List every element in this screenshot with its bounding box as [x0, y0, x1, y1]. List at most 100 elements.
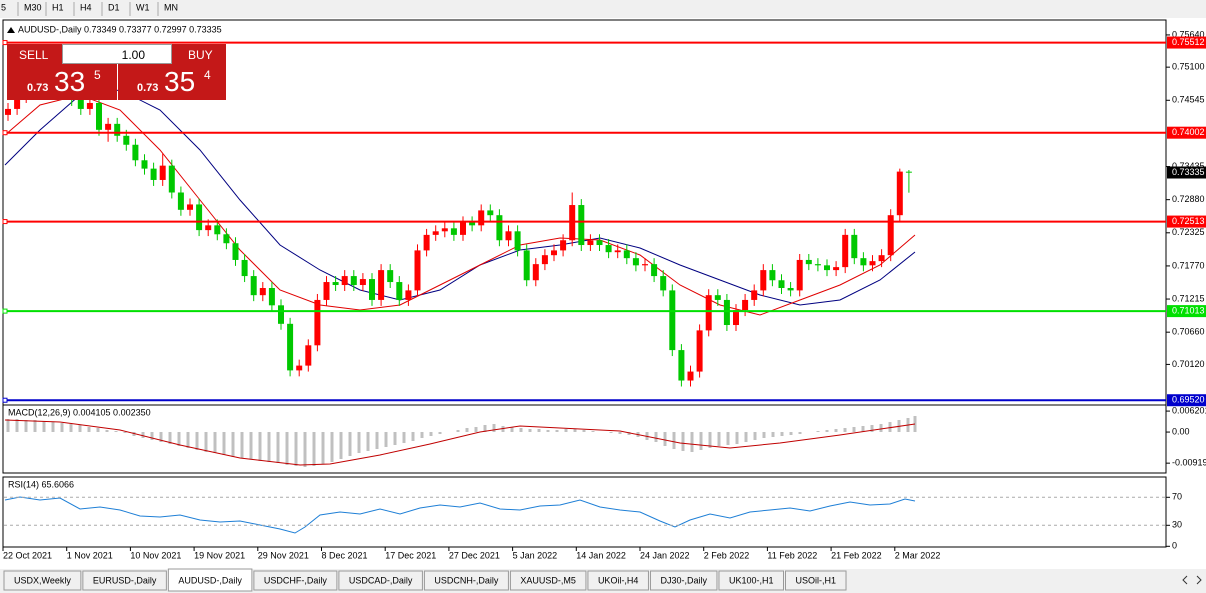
candle-body [105, 123, 112, 130]
candle-body [523, 250, 530, 281]
buy-button[interactable]: BUY [188, 48, 213, 62]
current-price-label: 0.73335 [1172, 167, 1205, 177]
candle-body [605, 245, 612, 253]
tab-scroll[interactable] [1182, 575, 1202, 585]
candle-body [259, 288, 266, 296]
candle-body [460, 222, 466, 235]
candle-body [187, 204, 193, 210]
candle-body [723, 299, 730, 326]
level-label: 0.74002 [1172, 127, 1205, 137]
tab[interactable]: USDCHF-,Daily [264, 575, 328, 585]
x-tick-label: 29 Nov 2021 [258, 550, 309, 560]
lot-input[interactable]: 1.00 [62, 44, 172, 64]
candle-body [287, 323, 294, 371]
tab[interactable]: EURUSD-,Daily [93, 575, 157, 585]
candle-body [696, 330, 703, 372]
timeframe-button[interactable]: 5 [1, 2, 6, 12]
tab[interactable]: USDX,Weekly [14, 575, 71, 585]
candle-body [669, 290, 676, 351]
tab-bg [253, 570, 338, 591]
candle-body [441, 228, 448, 232]
candle-body [787, 288, 794, 291]
candle-body [378, 270, 385, 300]
candle-body [851, 234, 858, 259]
timeframe-button[interactable]: H4 [80, 2, 92, 12]
x-tick-label: 11 Feb 2022 [767, 550, 817, 560]
candle-body [132, 144, 139, 161]
candle-body [232, 243, 239, 260]
level-label: 0.69520 [1172, 395, 1205, 405]
timeframe-button[interactable]: W1 [136, 2, 150, 12]
candle-body [896, 171, 903, 216]
tab[interactable]: USOil-,H1 [796, 575, 837, 585]
candle-body [478, 210, 485, 226]
x-tick-label: 19 Nov 2021 [194, 550, 245, 560]
x-tick-label: 17 Dec 2021 [385, 550, 436, 560]
candle-body [496, 215, 503, 241]
tab[interactable]: USDCNH-,Daily [434, 575, 499, 585]
tab[interactable]: AUDUSD-,Daily [178, 575, 242, 585]
candle-body [369, 279, 375, 300]
candle-body [323, 282, 330, 300]
level-label: 0.71013 [1172, 305, 1205, 315]
level-handle [2, 40, 8, 46]
candle-body [796, 259, 803, 291]
tab-bg [338, 570, 423, 591]
tab[interactable]: UK100-,H1 [729, 575, 774, 585]
level-handle [2, 219, 8, 225]
candle-body [114, 123, 121, 136]
timeframe-button[interactable]: H1 [52, 2, 64, 12]
toolbar [0, 0, 1206, 18]
tab[interactable]: XAUUSD-,M5 [520, 575, 576, 585]
candle-body [587, 240, 594, 246]
candle-body [332, 282, 339, 286]
tab[interactable]: DJ30-,Daily [660, 575, 707, 585]
timeframe-button[interactable]: D1 [108, 2, 120, 12]
x-tick-label: 2 Feb 2022 [704, 550, 750, 560]
level-label-bg [1167, 215, 1206, 228]
x-tick-label: 5 Jan 2022 [513, 550, 558, 560]
y-tick-label: 0.70660 [1172, 327, 1205, 337]
candle-body [296, 365, 303, 371]
candle-body [678, 350, 685, 381]
y-tick-label: 0 [1172, 541, 1177, 551]
y-tick-label: 0.72880 [1172, 194, 1205, 204]
candle-body [150, 168, 157, 180]
candle-body [705, 295, 712, 331]
y-tick-label: 0.72325 [1172, 227, 1205, 237]
sell-frac: 5 [94, 68, 101, 82]
level-handle [2, 308, 8, 314]
tab[interactable]: USDCAD-,Daily [349, 575, 413, 585]
candle-body [733, 310, 739, 326]
x-tick-label: 8 Dec 2021 [322, 550, 368, 560]
candle-body [487, 210, 494, 216]
candle-body [141, 160, 148, 169]
candle-body [423, 234, 430, 251]
level-label: 0.72513 [1172, 216, 1205, 226]
timeframe-button[interactable]: MN [164, 2, 178, 12]
level-label: 0.75512 [1172, 37, 1205, 47]
x-tick-label: 22 Oct 2021 [3, 550, 52, 560]
macd-frame [2, 404, 1167, 474]
candle-body [159, 165, 166, 180]
tab[interactable]: UKOil-,H4 [598, 575, 639, 585]
candle-body [396, 282, 403, 300]
candle-body [760, 270, 767, 291]
timeframe-button[interactable]: M30 [24, 2, 42, 12]
x-tick-label: 2 Mar 2022 [895, 550, 941, 560]
rsi-line [4, 496, 916, 534]
macd-signal [4, 419, 916, 466]
candle-body [223, 234, 230, 244]
macd-label: MACD(12,26,9) 0.004105 0.002350 [8, 407, 151, 417]
candle-body [905, 171, 912, 173]
chart-header: AUDUSD-,Daily 0.73349 0.73377 0.72997 0.… [18, 24, 222, 34]
tab-bg [423, 570, 509, 591]
candle-body [714, 295, 721, 300]
sell-button[interactable]: SELL [19, 48, 49, 62]
buy-big: 0.73 [137, 82, 159, 94]
candle-body [805, 259, 812, 265]
tab-bg [649, 570, 718, 591]
tab-bg [785, 570, 847, 591]
candle-body [769, 270, 776, 281]
